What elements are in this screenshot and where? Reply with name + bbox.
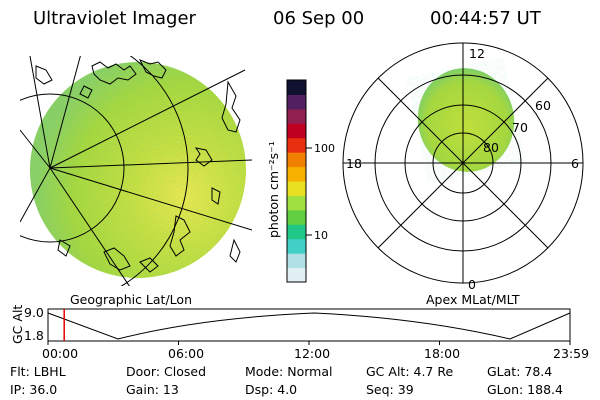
meridian-line <box>20 167 51 223</box>
coastline <box>79 85 93 99</box>
timeline-xtick-3: 18:00 <box>424 346 460 361</box>
mlt-label-bottom: 0 <box>468 277 476 292</box>
mlt-label-right: 6 <box>571 156 579 171</box>
timeline-xtick-0: 00:00 <box>42 346 78 361</box>
colorbar-segment <box>287 137 306 153</box>
timeline-xtick-1: 06:00 <box>168 346 204 361</box>
coastline <box>211 187 221 205</box>
colorbar-frame <box>286 79 307 283</box>
mlt-label-top: 12 <box>469 46 485 61</box>
coastline <box>194 147 213 167</box>
colorbar-label: photon cm⁻²s⁻¹ <box>266 141 281 238</box>
colorbar-tick-label-100: 100 <box>314 142 335 155</box>
colorbar-segment <box>287 253 306 269</box>
coastline <box>91 61 137 85</box>
image-time: 00:44:57 UT <box>430 8 542 29</box>
lat-circle-outer <box>120 56 189 286</box>
lat-label-80: 80 <box>483 140 499 155</box>
filter-status: Flt: LBHL <box>10 364 66 379</box>
timeline-frame <box>47 308 571 342</box>
coastline <box>35 65 53 85</box>
lat-label-60: 60 <box>535 98 551 113</box>
colorbar-segment <box>287 108 306 124</box>
colorbar-segment <box>287 267 306 283</box>
coastline <box>138 59 167 79</box>
colorbar-segments <box>287 80 306 283</box>
image-date: 06 Sep 00 <box>273 8 364 29</box>
colorbar-segment <box>287 80 306 95</box>
colorbar-segment <box>287 181 306 196</box>
meridian-line <box>29 56 51 169</box>
colorbar-segment <box>287 166 306 182</box>
polar-caption: Apex MLat/MLT <box>426 292 520 307</box>
meridian-line <box>49 56 81 169</box>
timeline-ylabel: GC Alt <box>10 305 25 344</box>
geographic-image: Geographic Lat/Lon <box>20 56 252 307</box>
polar-spoke <box>462 77 549 164</box>
polar-spoke <box>462 162 549 249</box>
instrument-title: Ultraviolet Imager <box>33 8 197 29</box>
meridian-line <box>49 69 246 169</box>
coastline <box>229 238 241 263</box>
coastline <box>169 215 191 257</box>
altitude-curve <box>47 312 571 340</box>
status-footer: Flt: LBHL Door: Closed Mode: Normal GC A… <box>10 364 563 397</box>
meridian-line <box>20 129 51 169</box>
timeline-ytick-bottom: 1.8 <box>24 328 44 343</box>
coastline <box>103 247 131 271</box>
oval-speckle <box>405 56 527 184</box>
geographic-caption: Geographic Lat/Lon <box>70 292 192 307</box>
polar-spoke <box>377 162 464 249</box>
dsp-status: Dsp: 4.0 <box>245 382 297 397</box>
gc-alt-status: GC Alt: 4.7 Re <box>366 364 453 379</box>
lat-circle-inner <box>20 93 125 243</box>
coastline <box>221 80 241 133</box>
colorbar-tick-label-10: 10 <box>314 229 328 242</box>
mode-status: Mode: Normal <box>245 364 332 379</box>
coastline <box>57 239 71 257</box>
timeline-xtick-2: 12:00 <box>294 346 330 361</box>
colorbar-segment <box>287 195 306 211</box>
door-status: Door: Closed <box>126 364 206 379</box>
seq-status: Seq: 39 <box>366 382 414 397</box>
meridian-line <box>49 159 252 169</box>
colorbar-segment <box>287 224 306 240</box>
gain-status: Gain: 13 <box>126 382 179 397</box>
altitude-timeline: GC Alt 9.0 1.8 00:00 06:00 12:00 18:00 2… <box>10 305 589 361</box>
disc-speckle <box>30 62 246 278</box>
colorbar-segment <box>287 209 306 225</box>
glon-status: GLon: 188.4 <box>487 382 563 397</box>
colorbar-segment <box>287 123 306 139</box>
mlt-label-left: 18 <box>346 156 362 171</box>
meridian-line <box>49 167 130 286</box>
lat-label-70: 70 <box>512 120 528 135</box>
polar-spoke <box>377 77 464 164</box>
glat-status: GLat: 78.4 <box>487 364 552 379</box>
colorbar-segment <box>287 152 306 168</box>
ip-status: IP: 36.0 <box>10 382 57 397</box>
coastline <box>139 257 159 273</box>
meridian-line <box>49 167 252 231</box>
colorbar: 100 10 photon cm⁻²s⁻¹ <box>266 79 335 283</box>
polar-plot: 12 18 6 0 60 70 80 Apex MLat/MLT <box>342 42 584 307</box>
timeline-ytick-top: 9.0 <box>24 305 44 320</box>
colorbar-segment <box>287 238 306 254</box>
timeline-xtick-4: 23:59 <box>553 346 589 361</box>
colorbar-segment <box>287 94 306 110</box>
